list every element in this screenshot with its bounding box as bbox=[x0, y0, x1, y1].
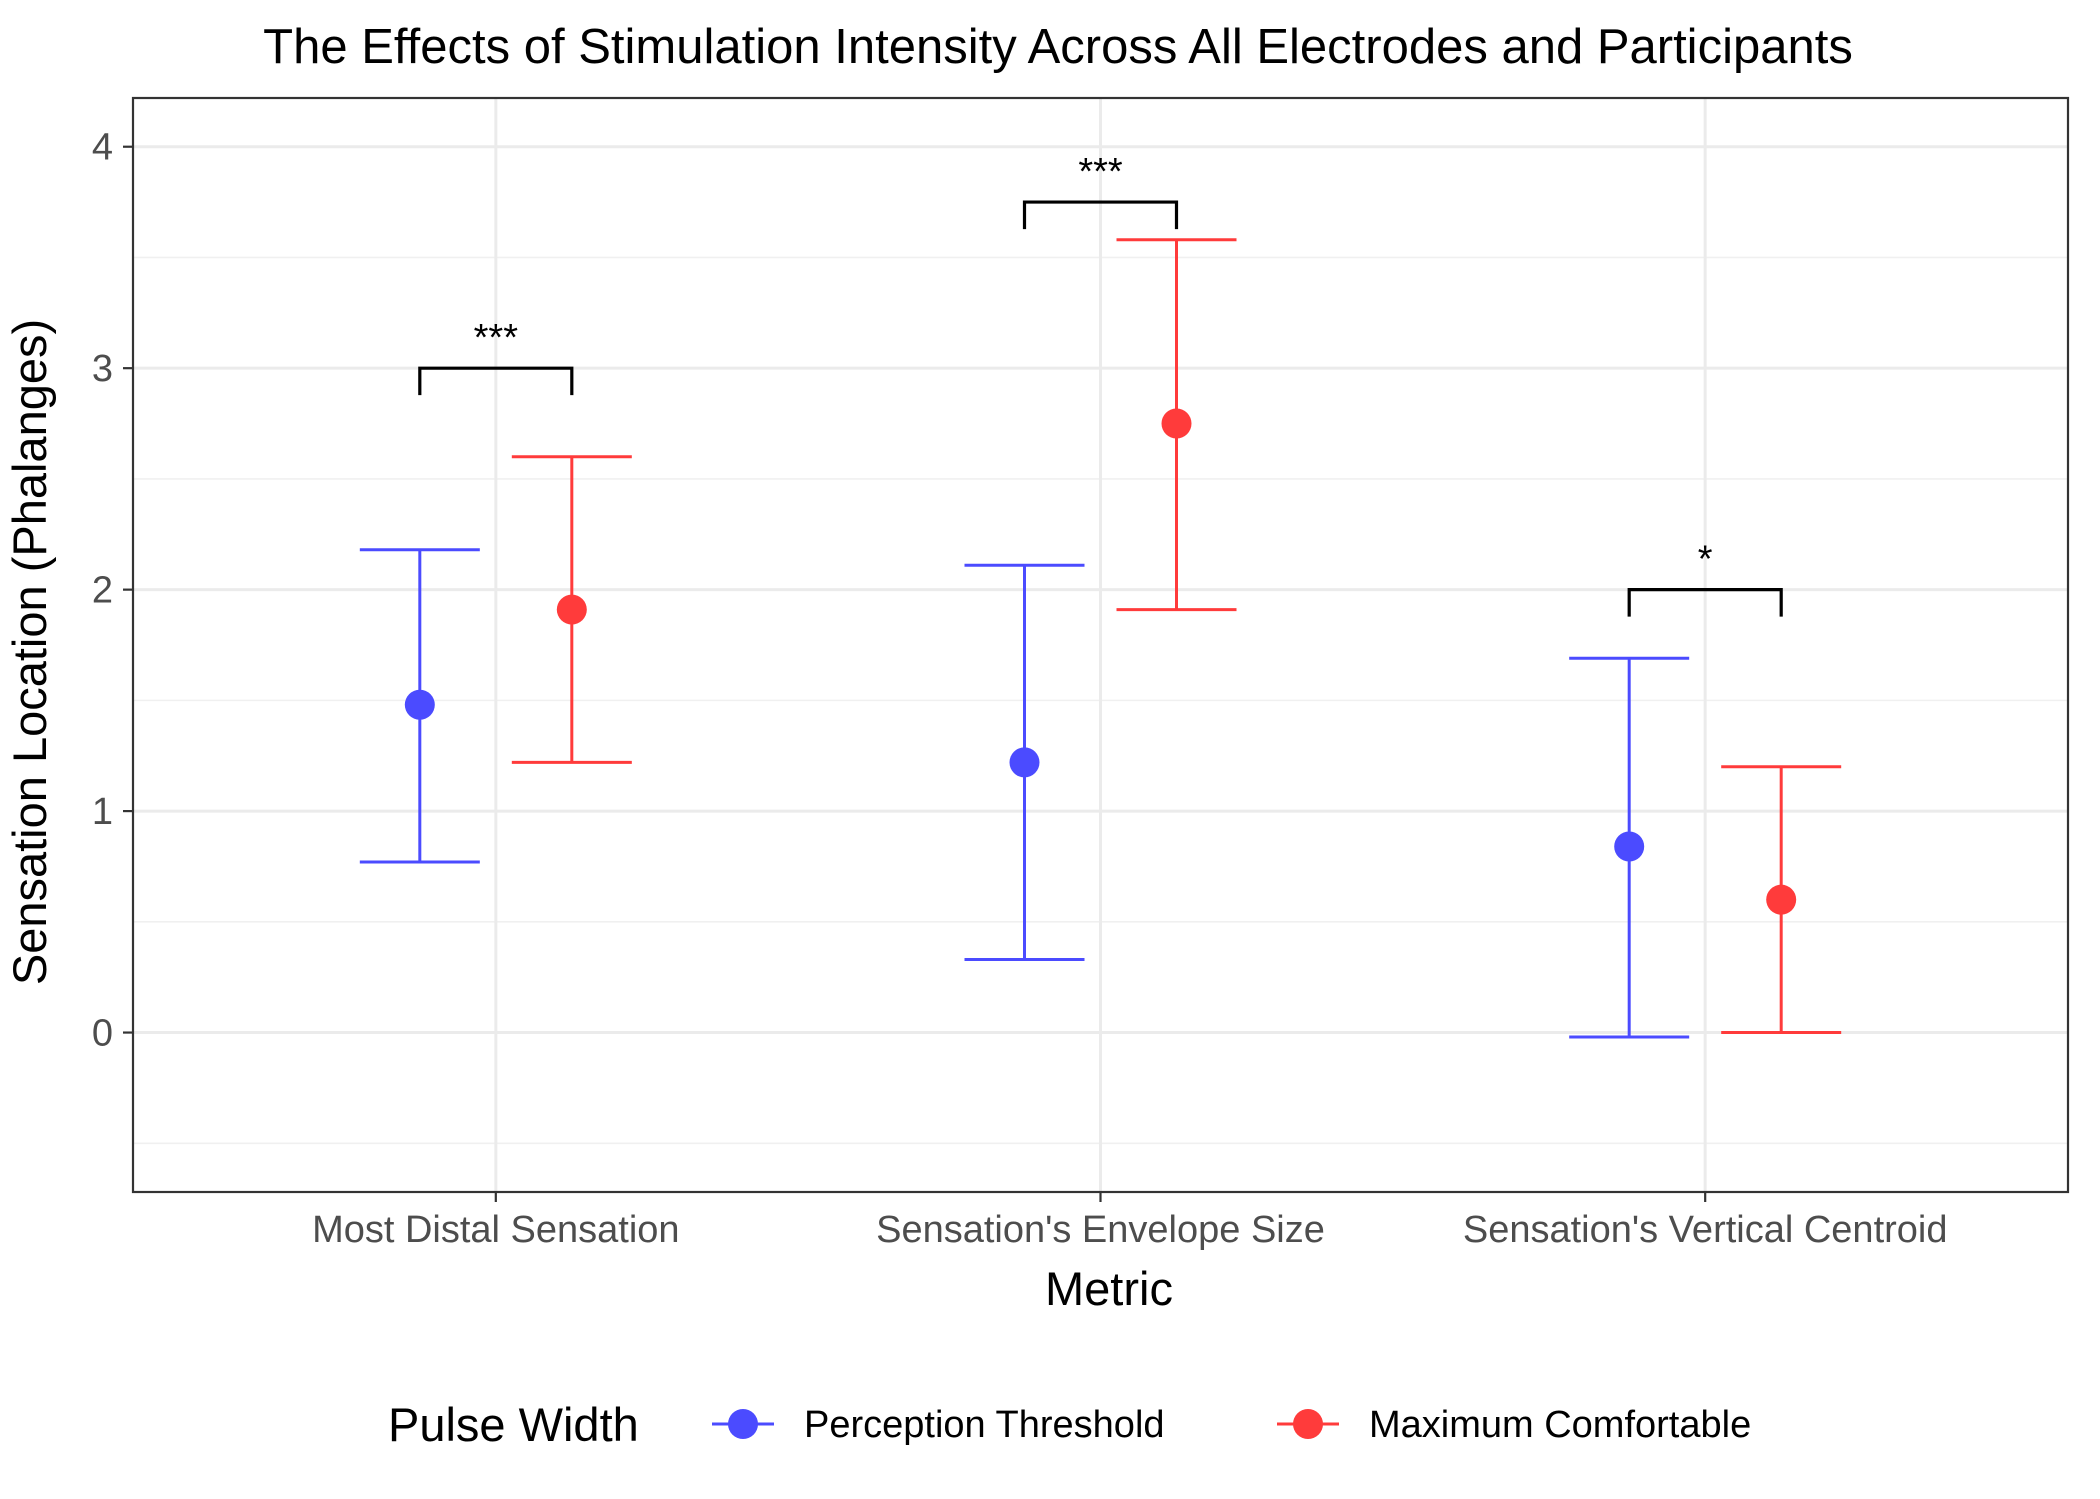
x-tick-label: Sensation's Vertical Centroid bbox=[1463, 1209, 1948, 1251]
y-tick-label: 0 bbox=[92, 1013, 113, 1055]
legend-item-maximum-comfortable: Maximum Comfortable bbox=[1277, 1404, 1751, 1446]
legend: Pulse Width Perception Threshold Maximum … bbox=[388, 1398, 1751, 1451]
legend-key-point bbox=[728, 1409, 758, 1439]
legend-label: Maximum Comfortable bbox=[1369, 1404, 1751, 1446]
significance-brackets: ******* bbox=[418, 151, 1783, 617]
data-point bbox=[556, 594, 587, 625]
data-point bbox=[1614, 831, 1645, 862]
data-point bbox=[1766, 884, 1797, 915]
y-axis-title: Sensation Location (Phalanges) bbox=[3, 319, 56, 985]
legend-label: Perception Threshold bbox=[804, 1404, 1165, 1446]
series-maximum-comfortable bbox=[511, 238, 1842, 1035]
significance-label: * bbox=[1698, 539, 1713, 581]
x-tick-label: Sensation's Envelope Size bbox=[876, 1209, 1325, 1251]
data-point bbox=[1009, 747, 1040, 778]
significance-bracket bbox=[1627, 588, 1783, 617]
series-perception-threshold bbox=[359, 548, 1690, 1039]
data-point bbox=[404, 689, 435, 720]
data-series bbox=[359, 238, 1842, 1039]
y-tick-label: 2 bbox=[92, 570, 113, 612]
y-tick-label: 1 bbox=[92, 791, 113, 833]
significance-bracket bbox=[1022, 200, 1179, 230]
legend-title: Pulse Width bbox=[388, 1398, 639, 1451]
axes: 0 1 2 3 4 Most Distal Sensation Sensation's En… bbox=[92, 127, 1948, 1251]
data-point bbox=[1161, 408, 1192, 439]
significance-label: *** bbox=[474, 317, 519, 359]
y-tick-label: 3 bbox=[92, 348, 113, 390]
x-axis-title: Metric bbox=[1045, 1262, 1173, 1315]
legend-item-perception-threshold: Perception Threshold bbox=[712, 1404, 1165, 1446]
x-tick-label: Most Distal Sensation bbox=[312, 1209, 680, 1251]
legend-key-point bbox=[1293, 1409, 1323, 1439]
significance-label: *** bbox=[1078, 151, 1123, 193]
legend-items: Perception Threshold Maximum Comfortable bbox=[712, 1404, 1751, 1446]
chart-title: The Effects of Stimulation Intensity Acr… bbox=[263, 20, 1853, 74]
significance-bracket bbox=[418, 366, 574, 396]
y-tick-label: 4 bbox=[92, 127, 113, 169]
